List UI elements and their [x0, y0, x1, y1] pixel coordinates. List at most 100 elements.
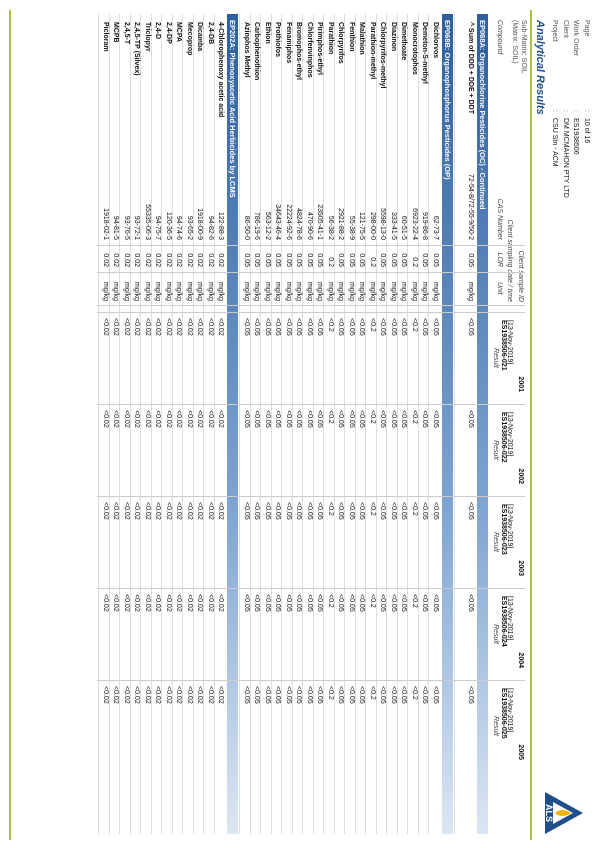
- result: <0.05: [253, 686, 261, 704]
- result: <0.02: [207, 594, 214, 612]
- result: <0.02: [165, 410, 172, 428]
- result: <0.05: [243, 594, 250, 612]
- result: <0.05: [432, 594, 439, 612]
- lor: 0.05: [264, 253, 271, 267]
- column-label: Result: [492, 624, 499, 644]
- result: <0.05: [348, 594, 355, 612]
- header-label: Page: [583, 20, 590, 37]
- result: <0.2: [411, 502, 418, 516]
- result: <0.02: [144, 318, 151, 336]
- unit: mg/kg: [327, 282, 334, 302]
- unit: mg/kg: [316, 282, 324, 302]
- result: <0.05: [264, 594, 271, 612]
- result: <0.02: [196, 410, 204, 428]
- result: <0.02: [186, 686, 193, 704]
- lor: 0.05: [253, 253, 261, 267]
- result: <0.02: [207, 502, 214, 520]
- lor: 0.02: [186, 253, 193, 267]
- header-separator: :: [583, 110, 590, 112]
- result: <0.02: [144, 502, 151, 520]
- logo-text: ALS: [544, 804, 554, 822]
- lor: 0.02: [133, 253, 141, 267]
- cas: 4824-78-6: [295, 208, 303, 240]
- lor: 0.02: [175, 253, 183, 267]
- section-header: EP068B: Organophosphorus Pesticides (OP): [442, 14, 453, 834]
- cas: 563-12-2: [264, 211, 271, 240]
- compound: Dichlorvos: [432, 22, 439, 59]
- cas: 62-73-7: [432, 215, 439, 240]
- cas: 86-50-0: [243, 215, 250, 240]
- lor: 0.02: [217, 253, 225, 267]
- lor: 0.05: [285, 253, 292, 267]
- column-rule: [97, 680, 525, 681]
- column-rule: [97, 496, 525, 497]
- result: <0.02: [144, 594, 151, 612]
- lor: 0.05: [358, 253, 366, 267]
- cas: 786-19-6: [253, 211, 261, 240]
- result: <0.05: [358, 318, 366, 336]
- compound: Chlorpyrifos: [337, 22, 345, 64]
- header-value: CSU Stn - ACM: [551, 118, 559, 167]
- result: <0.02: [102, 410, 109, 428]
- result: <0.05: [467, 502, 474, 520]
- compound: Dicamba: [196, 22, 204, 52]
- result: <0.05: [348, 410, 355, 428]
- result: <0.05: [253, 594, 261, 612]
- result: <0.05: [316, 318, 324, 336]
- cas: 93-72-1: [133, 215, 141, 240]
- compound: Parathion: [327, 22, 334, 55]
- result: <0.02: [112, 686, 120, 704]
- result: <0.2: [327, 410, 334, 424]
- result: <0.02: [123, 594, 130, 612]
- column-label: Result: [492, 440, 499, 460]
- result: <0.05: [306, 686, 313, 704]
- lor: 0.05: [348, 253, 355, 267]
- result: <0.02: [196, 686, 204, 704]
- unit: mg/kg: [165, 282, 172, 302]
- title: Analytical Results: [534, 20, 546, 115]
- result: <0.05: [316, 594, 324, 612]
- result: <0.05: [390, 594, 397, 612]
- result: <0.02: [186, 502, 193, 520]
- result: <0.05: [285, 502, 292, 520]
- label: LOR: [496, 252, 503, 267]
- result: <0.05: [379, 410, 387, 428]
- lor: 0.05: [243, 253, 250, 267]
- header-label: Work Order: [572, 20, 580, 57]
- result: <0.02: [175, 318, 183, 336]
- result: <0.05: [337, 594, 345, 612]
- result: <0.05: [400, 594, 408, 612]
- result: <0.02: [175, 502, 183, 520]
- header-value: 10 of 16: [583, 118, 590, 144]
- result: <0.02: [175, 686, 183, 704]
- result: <0.05: [348, 318, 355, 336]
- column-rule: [97, 305, 525, 306]
- unit: mg/kg: [379, 282, 387, 302]
- compound: Triclopyr: [144, 22, 151, 52]
- cas: 1918-02-1: [102, 208, 109, 240]
- result: <0.05: [358, 686, 366, 704]
- compound: Pirimphos-ethyl: [316, 22, 324, 75]
- column-label: Result: [492, 348, 499, 368]
- result: <0.2: [369, 318, 376, 332]
- result: <0.05: [285, 410, 292, 428]
- unit: mg/kg: [358, 282, 366, 302]
- result: <0.02: [112, 318, 120, 336]
- unit: mg/kg: [207, 282, 214, 302]
- lor: 0.05: [421, 253, 429, 267]
- table-row: [323, 14, 335, 834]
- compound: Parathion-methyl: [369, 22, 376, 80]
- label: Compound: [496, 20, 503, 55]
- section-header: EP068A: Organochlorine Pesticides (OC) -…: [477, 14, 488, 834]
- lor: 0.05: [400, 253, 408, 267]
- result: <0.05: [306, 594, 313, 612]
- result: <0.05: [421, 502, 429, 520]
- column-rule: [97, 272, 525, 273]
- lor: 0.05: [467, 253, 474, 267]
- compound: MCPB: [112, 22, 120, 43]
- result: <0.05: [390, 502, 397, 520]
- compound: Prothiofos: [274, 22, 282, 57]
- compound: Malathion: [358, 22, 366, 55]
- result: <0.02: [102, 318, 109, 336]
